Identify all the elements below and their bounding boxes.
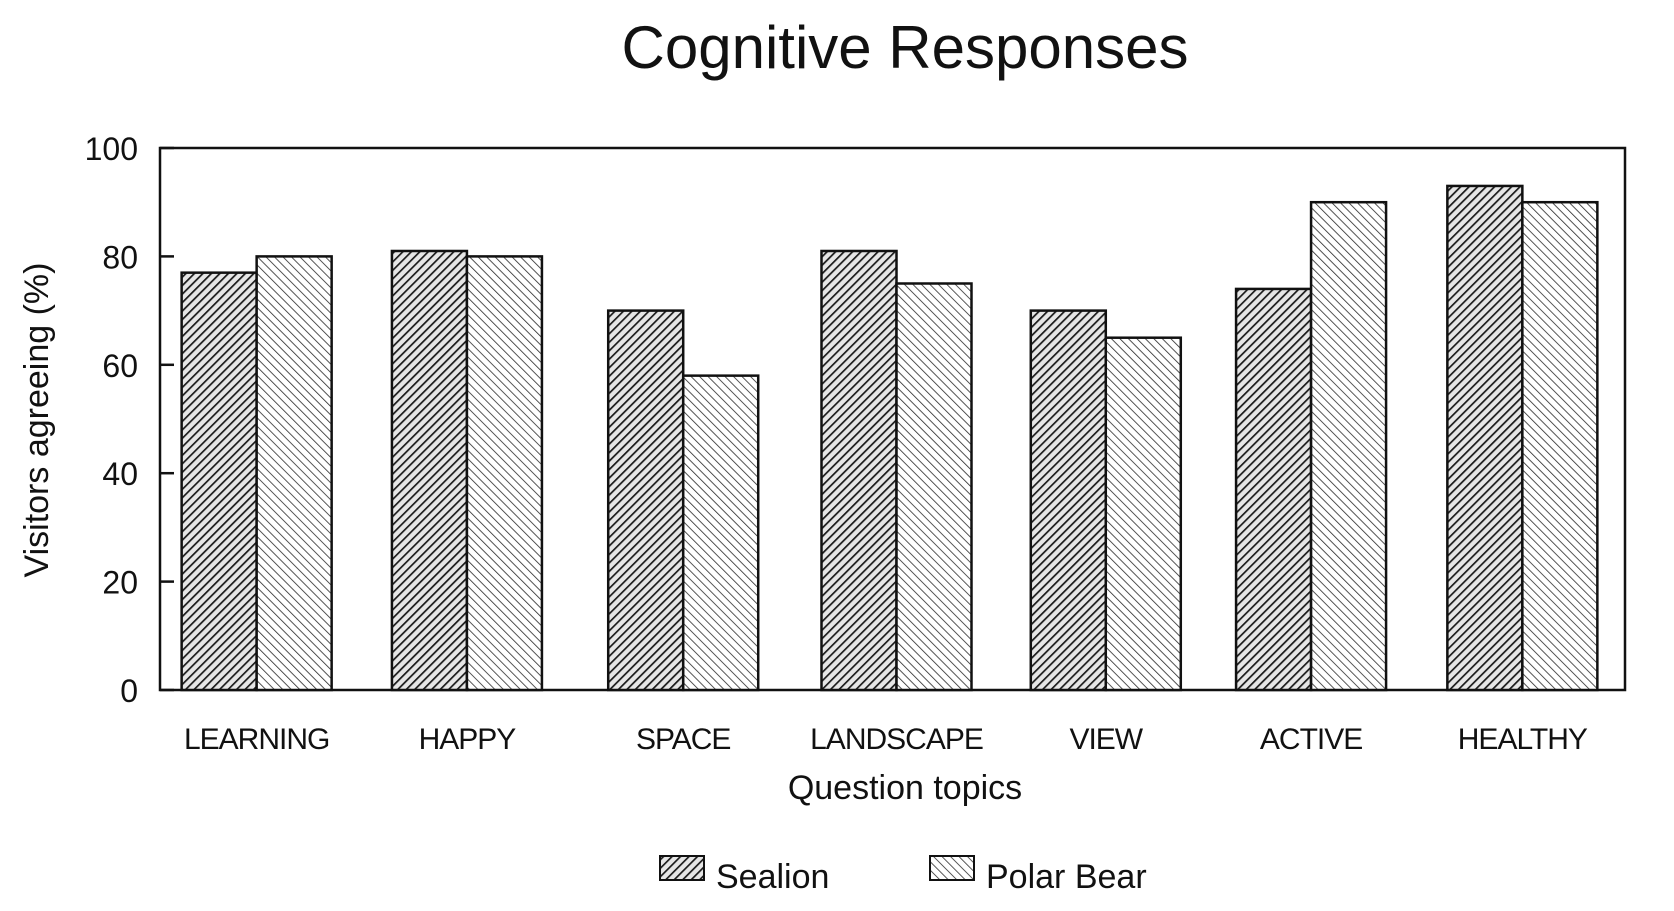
x-tick-label: LEARNING [184, 723, 329, 756]
y-tick-label: 60 [102, 348, 138, 384]
bar-polar-bear-landscape [895, 282, 973, 692]
x-tick-label: HAPPY [419, 723, 517, 756]
bar-polar-bear-view [1104, 336, 1183, 692]
x-tick-label: ACTIVE [1260, 723, 1362, 756]
bar-sealion-landscape [820, 249, 898, 692]
y-tick-label: 100 [85, 131, 138, 167]
x-tick-label: SPACE [636, 723, 730, 756]
bar-polar-bear-learning [255, 255, 333, 692]
y-tick-label: 40 [102, 456, 138, 492]
y-tick-label: 20 [102, 565, 138, 601]
bar-polar-bear-active [1309, 200, 1388, 692]
x-axis-label: Question topics [788, 769, 1022, 807]
legend: Sealion Polar Bear [659, 855, 1147, 896]
legend-label: Polar Bear [986, 858, 1147, 896]
bar-sealion-healthy [1446, 184, 1524, 692]
y-tick-label: 80 [102, 239, 138, 275]
legend-swatch-sealion [659, 855, 705, 881]
x-tick-label: LANDSCAPE [810, 723, 983, 756]
bar-sealion-learning [180, 271, 258, 692]
x-tick-label: HEALTHY [1458, 723, 1588, 756]
y-tick-label: 0 [120, 673, 138, 709]
y-axis-label: Visitors agreeing (%) [18, 263, 56, 578]
bar-sealion-view [1029, 309, 1108, 692]
bar-sealion-space [606, 309, 685, 692]
chart-title: Cognitive Responses [622, 14, 1189, 81]
legend-swatch-polar-bear [929, 855, 975, 881]
x-tick-label: VIEW [1069, 723, 1143, 756]
bar-sealion-active [1234, 287, 1313, 692]
bar-polar-bear-happy [465, 255, 544, 692]
legend-label: Sealion [716, 858, 829, 896]
bar-polar-bear-healthy [1521, 200, 1599, 692]
bar-polar-bear-space [681, 374, 760, 692]
bar-sealion-happy [390, 249, 469, 692]
